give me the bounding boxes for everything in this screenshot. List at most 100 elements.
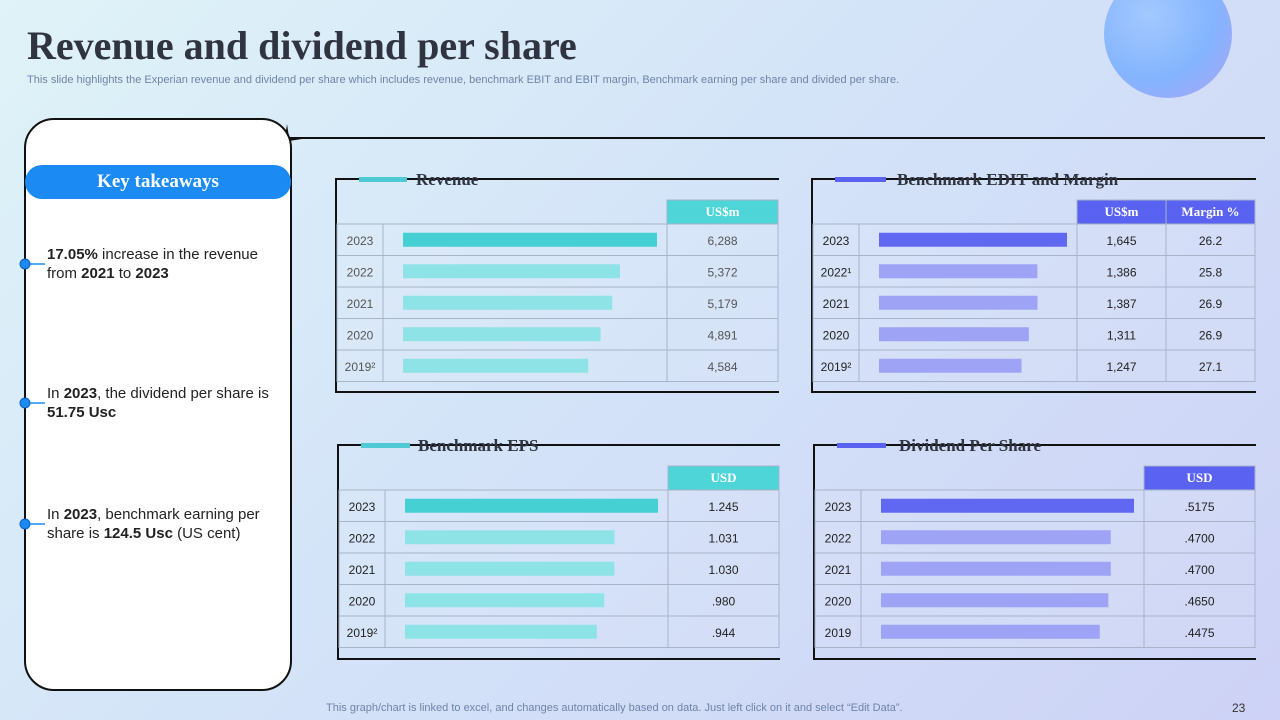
chart-accent: [835, 177, 886, 182]
chart-title: Benchmark EPS: [418, 436, 539, 455]
takeaway-text: 124.5 Usc: [103, 525, 173, 542]
year-label: 2023: [823, 234, 850, 248]
value-label: .5175: [1184, 500, 1214, 514]
benchmark-eps-chart: Benchmark EPS USD 2023 1.245 2022 1.031 2021 1…: [337, 436, 780, 660]
takeaway-text: 2023: [63, 506, 98, 523]
year-label: 2020: [347, 328, 374, 342]
bar: [403, 295, 613, 310]
chart-title: Revenue: [416, 170, 479, 189]
column-header: USD: [1186, 470, 1212, 485]
takeaway-3: In 2023, benchmark earning per share is …: [47, 505, 282, 543]
takeaway-text: 2023: [63, 385, 98, 402]
value-label: .980: [712, 594, 736, 608]
bar: [403, 358, 589, 373]
chart-accent: [837, 443, 886, 448]
bullet-icon: [19, 518, 45, 530]
value-label: 1,387: [1106, 297, 1136, 311]
year-label: 2022¹: [821, 265, 852, 279]
bar: [879, 295, 1038, 310]
year-label: 2019: [825, 626, 852, 640]
bar: [879, 358, 1022, 373]
value-label: 4,584: [707, 360, 737, 374]
year-label: 2019²: [345, 360, 376, 374]
value-label: 27.1: [1199, 360, 1223, 374]
value-label: .4475: [1184, 626, 1214, 640]
value-label: 5,372: [707, 265, 737, 279]
bar: [403, 327, 601, 342]
value-label: .4650: [1184, 594, 1214, 608]
year-label: 2021: [347, 297, 374, 311]
dividend-per-share-chart: Dividend Per Share USD 2023 .5175 2022 .4700…: [813, 436, 1256, 660]
value-label: 1,311: [1107, 328, 1136, 342]
takeaway-text: 2023: [135, 265, 169, 282]
value-label: 5,179: [707, 297, 737, 311]
divider-line: [290, 137, 1265, 139]
takeaway-text: , the dividend per share is: [97, 385, 269, 402]
value-label: 26.9: [1199, 297, 1223, 311]
takeaway-text: In: [47, 506, 64, 523]
page-number: 23: [1232, 701, 1246, 715]
year-label: 2022: [825, 531, 852, 545]
year-label: 2021: [825, 563, 852, 577]
year-label: 2021: [823, 297, 850, 311]
bar: [881, 530, 1111, 545]
value-label: 6,288: [707, 234, 737, 248]
bar: [405, 593, 605, 608]
value-label: 1.030: [708, 563, 738, 577]
takeaway-1: 17.05% increase in the revenue from 2021…: [47, 245, 282, 283]
takeaway-2: In 2023, the dividend per share is 51.75…: [47, 384, 282, 422]
benchmark-eps-table-svg: USD 2023 1.245 2022 1.031 2021 1.030 2020 .980 20…: [338, 465, 780, 648]
year-label: 2020: [349, 594, 376, 608]
year-label: 2020: [823, 328, 850, 342]
value-label: .944: [712, 626, 736, 640]
chart-title: Dividend Per Share: [899, 436, 1041, 455]
benchmark-edit-table-svg: US$m Margin % 2023 1,645 26.2 2022¹ 1,386 25.8 2…: [812, 199, 1256, 382]
chart-title: Benchmark EDIT and Margin: [897, 170, 1119, 189]
value-label: 1,386: [1106, 265, 1136, 279]
footer-note: This graph/chart is linked to excel, and…: [326, 702, 903, 714]
decorative-circle: [1104, 0, 1232, 98]
takeaway-text: 51.75 Usc: [47, 404, 117, 421]
column-header: USD: [710, 470, 736, 485]
takeaway-text: , benchmark earning per share is: [47, 506, 260, 542]
key-takeaways-heading: Key takeaways: [25, 165, 291, 199]
takeaway-text: In: [47, 385, 64, 402]
column-header-cell: [1076, 199, 1167, 225]
takeaway-text: increase in the revenue from: [47, 246, 258, 282]
year-label: 2023: [349, 500, 376, 514]
page-subtitle: This slide highlights the Experian reven…: [27, 74, 900, 86]
takeaway-text: 2021: [81, 265, 115, 282]
year-label: 2019²: [821, 360, 852, 374]
year-label: 2022: [347, 265, 374, 279]
column-header: US$m: [1105, 204, 1139, 219]
bar: [881, 561, 1111, 576]
bullet-icon: [19, 258, 45, 270]
takeaway-text: (US cent): [172, 525, 241, 542]
year-label: 2022: [349, 531, 376, 545]
bar: [403, 264, 620, 279]
year-label: 2021: [349, 563, 376, 577]
bullet-icon: [19, 397, 45, 409]
revenue-table-svg: US$m 2023 6,288 2022 5,372 2021 5,179 2020 4,891…: [336, 199, 779, 382]
bar: [405, 498, 658, 513]
bar: [879, 264, 1038, 279]
value-label: 1.031: [708, 531, 738, 545]
value-label: 26.2: [1199, 234, 1223, 248]
revenue-chart: Revenue US$m 2023 6,288 2022 5,372 2021 5,179 2…: [335, 170, 779, 393]
year-label: 2019²: [347, 626, 378, 640]
bar: [879, 232, 1067, 247]
chart-accent: [359, 177, 407, 182]
year-label: 2023: [347, 234, 374, 248]
takeaway-text: to: [114, 265, 136, 282]
bar: [881, 593, 1109, 608]
bar: [879, 327, 1029, 342]
value-label: .4700: [1184, 563, 1214, 577]
value-label: 4,891: [707, 328, 737, 342]
value-label: 1,645: [1106, 234, 1136, 248]
page-title: Revenue and dividend per share: [27, 23, 577, 68]
year-label: 2023: [825, 500, 852, 514]
dividend-table-svg: USD 2023 .5175 2022 .4700 2021 .4700 2020 .4650 2…: [814, 465, 1256, 648]
benchmark-edit-chart: Benchmark EDIT and Margin US$m Margin % 20…: [811, 170, 1256, 393]
value-label: .4700: [1184, 531, 1214, 545]
value-label: 25.8: [1199, 265, 1223, 279]
